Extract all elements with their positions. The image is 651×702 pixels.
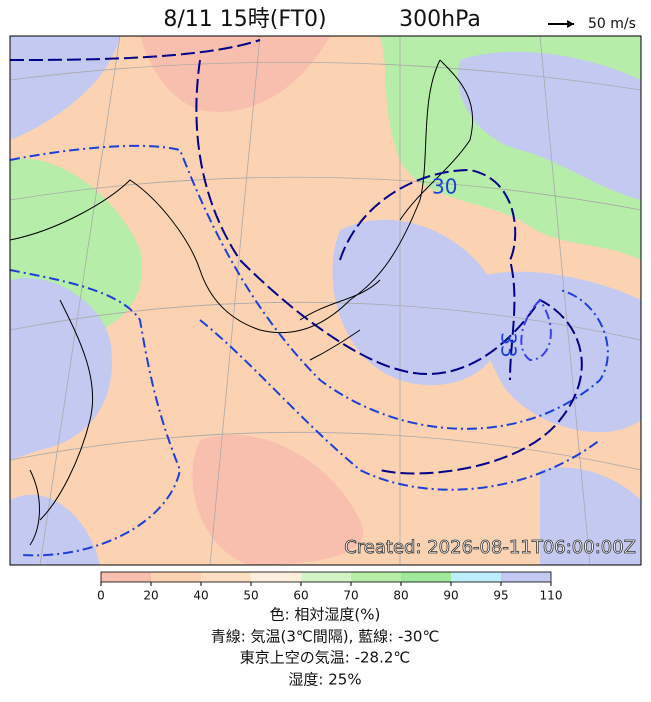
colorbar-tick-label: 20: [143, 589, 158, 603]
colorbar-segment: [251, 572, 301, 582]
colorbar-tick-label: 50: [243, 589, 258, 603]
colorbar-segment: [451, 572, 501, 582]
colorbar-tick-label: 95: [493, 589, 508, 603]
colorbar-tick-label: 70: [343, 589, 358, 603]
humidity-area: [192, 434, 364, 565]
contour-label: 30: [432, 175, 457, 199]
colorbar-tick-label: 80: [393, 589, 408, 603]
wind-scale-label: 50 m/s: [588, 16, 636, 32]
colorbar: 0 20 40 50 60 70 80 90 95 110: [97, 571, 563, 603]
map-frame: [9, 35, 642, 566]
wind-scale-arrowhead: [567, 20, 574, 28]
colorbar-segment: [401, 572, 451, 582]
temperature-contours: [10, 39, 609, 557]
humidity-area: [10, 494, 100, 565]
colorbar-segment: [301, 572, 351, 582]
humidity-area: [140, 36, 330, 112]
map: 30 33 Created: 2026-08-11T06:00:00Z: [9, 35, 642, 566]
colorbar-tick-label: 0: [97, 589, 105, 603]
colorbar-tick-label: 90: [443, 589, 458, 603]
colorbar-segment: [151, 572, 201, 582]
colorbar-segment: [351, 572, 401, 582]
caption-line: 湿度: 25%: [288, 671, 361, 689]
colorbar-segment: [101, 572, 151, 582]
colorbar-frame: [100, 571, 552, 583]
humidity-area: [10, 278, 112, 460]
humidity-area: [467, 271, 641, 433]
humidity-area: [458, 51, 641, 200]
title-time: 8/11 15時(FT0): [163, 7, 326, 32]
contour-label: 33: [497, 332, 521, 357]
created-stamp: Created: 2026-08-11T06:00:00Z: [344, 537, 636, 558]
colorbar-segment: [501, 572, 551, 582]
colorbar-tick-label: 40: [193, 589, 208, 603]
colorbar-tick-label: 110: [540, 589, 563, 603]
caption-line: 東京上空の気温: -28.2℃: [240, 649, 410, 667]
coastline: [10, 59, 474, 546]
colorbar-segment: [201, 572, 251, 582]
humidity-area: [10, 36, 120, 140]
caption-line: 青線: 気温(3℃間隔), 藍線: -30℃: [211, 628, 440, 646]
caption-line: 色: 相対湿度(%): [270, 606, 381, 624]
humidity-area: [540, 467, 641, 565]
colorbar-tick-label: 60: [293, 589, 308, 603]
title-level: 300hPa: [399, 7, 481, 32]
humidity-area: [332, 219, 504, 386]
